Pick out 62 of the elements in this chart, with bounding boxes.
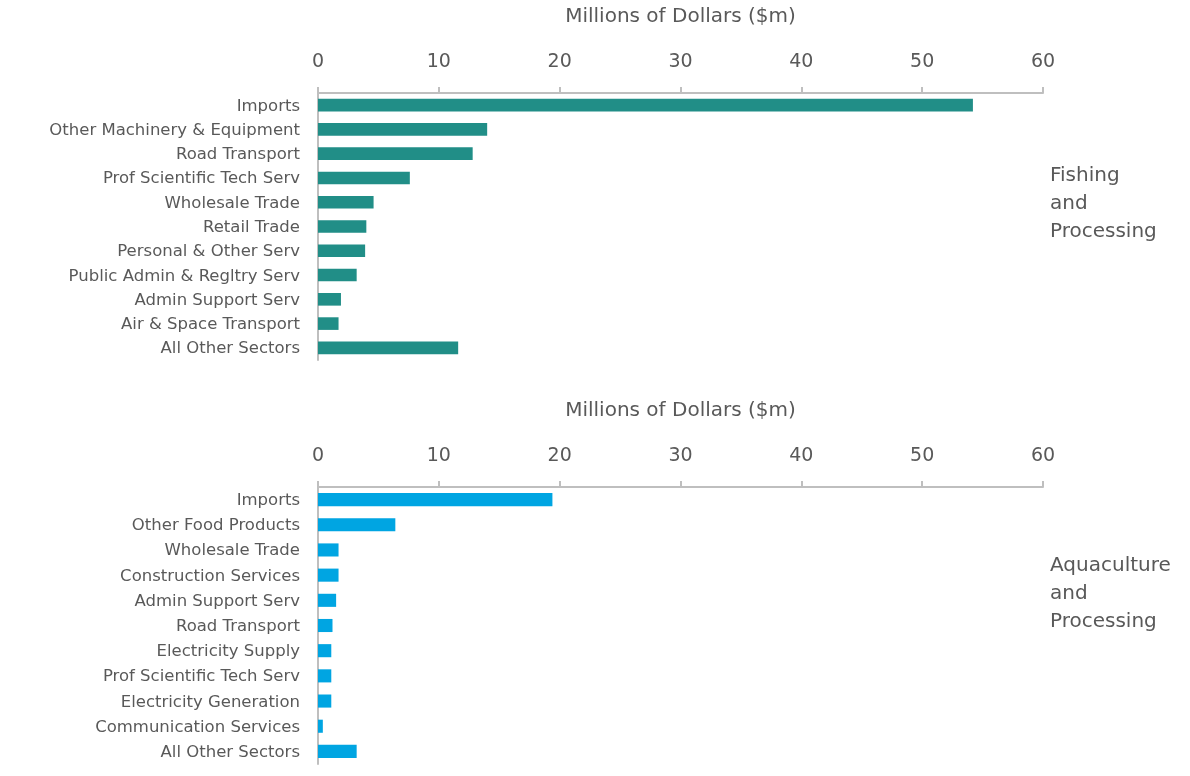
bar <box>318 98 973 112</box>
x-tick-label: 0 <box>311 48 325 71</box>
bar <box>318 744 357 758</box>
bar <box>318 220 367 233</box>
bar <box>318 644 332 658</box>
x-tick-label: 0 <box>311 442 325 465</box>
x-tick-label: 30 <box>668 442 693 465</box>
bar <box>318 341 459 355</box>
bar <box>318 171 410 185</box>
bar <box>318 593 337 607</box>
y-tick-label: All Other Sectors <box>160 338 300 358</box>
x-tick-label: 40 <box>789 48 814 71</box>
y-tick-label: Prof Scientific Tech Serv <box>102 666 301 686</box>
bar <box>318 147 473 160</box>
text: Aquaculture and Processing <box>1050 552 1171 632</box>
bar <box>318 568 339 582</box>
bar <box>318 317 339 330</box>
x-tick-label: 60 <box>1030 442 1056 465</box>
bar <box>318 719 323 733</box>
bar <box>318 493 553 507</box>
y-tick-label: Communication Services <box>95 716 300 736</box>
y-tick-label: Other Machinery & Equipment <box>49 119 301 139</box>
y-tick-label: Imports <box>236 490 300 510</box>
x-tick-label: 10 <box>426 48 451 71</box>
y-tick-label: Prof Scientific Tech Serv <box>102 168 301 188</box>
x-tick-label: 40 <box>789 442 814 465</box>
bar <box>318 669 332 683</box>
y-tick-label: Wholesale Trade <box>164 540 300 560</box>
x-tick-label: 60 <box>1030 48 1056 71</box>
x-tick-label: 50 <box>910 48 935 71</box>
bar <box>318 123 488 136</box>
x-axis-title: Millions of Dollars ($m) <box>565 3 796 27</box>
y-tick-label: Road Transport <box>175 144 301 164</box>
bar <box>318 244 366 258</box>
bar <box>318 293 341 306</box>
y-tick-label: Road Transport <box>175 616 301 635</box>
y-tick-label: Other Food Products <box>131 515 300 535</box>
bar <box>318 518 396 532</box>
x-tick-label: 20 <box>547 48 572 71</box>
bar <box>318 618 333 633</box>
x-tick-label: 50 <box>910 442 935 465</box>
y-tick-label: Admin Support Serv <box>134 289 301 309</box>
y-tick-label: Personal & Other Serv <box>117 241 301 261</box>
bar <box>318 268 357 282</box>
bar <box>318 694 332 708</box>
y-tick-label: Construction Services <box>120 565 300 585</box>
text: Fishing and Processing <box>1050 162 1157 242</box>
bar <box>318 195 374 209</box>
y-tick-label: Retail Trade <box>202 217 300 236</box>
y-tick-label: Air & Space Transport <box>121 314 301 334</box>
y-tick-label: Imports <box>236 95 300 115</box>
y-tick-label: Electricity Generation <box>120 691 300 711</box>
x-tick-label: 10 <box>426 442 451 465</box>
y-tick-label: Admin Support Serv <box>134 590 301 610</box>
x-tick-label: 30 <box>668 48 693 71</box>
x-axis-title: Millions of Dollars ($m) <box>565 397 796 421</box>
y-tick-label: All Other Sectors <box>160 741 300 761</box>
y-tick-label: Electricity Supply <box>156 641 301 661</box>
y-tick-label: Public Admin & Regltry Serv <box>68 265 301 285</box>
bar <box>318 543 339 557</box>
x-tick-label: 20 <box>547 442 572 465</box>
y-tick-label: Wholesale Trade <box>164 192 300 212</box>
